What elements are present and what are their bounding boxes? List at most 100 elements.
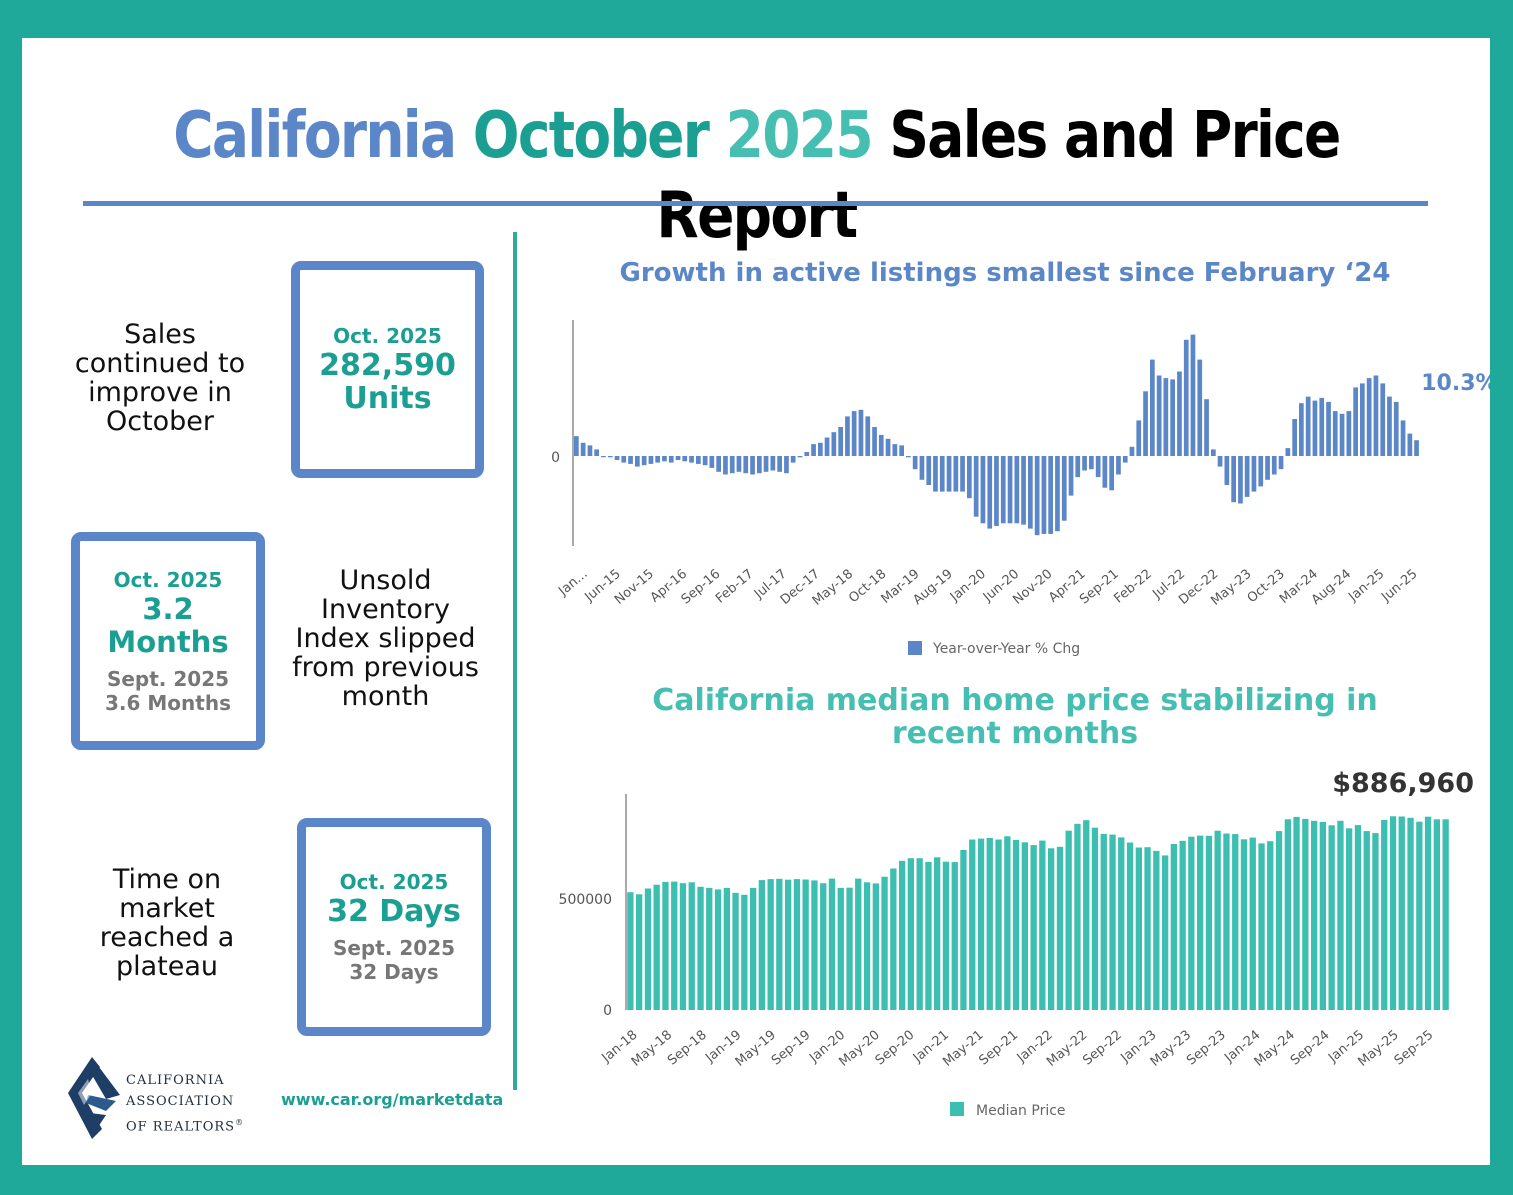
chart1-title: Growth in active listings smallest since…: [619, 258, 1391, 288]
chart1-bar: [1183, 339, 1189, 456]
chart1-bar: [858, 409, 864, 456]
chart2-bar: [890, 868, 897, 1010]
chart2-bar: [899, 860, 906, 1010]
chart1-bar: [655, 456, 660, 463]
chart1-bar: [912, 456, 918, 470]
chart2-bar: [1311, 820, 1318, 1010]
chart2-bar: [925, 861, 932, 1010]
chart2-bar: [1240, 839, 1248, 1010]
chart1-legend-label: Year-over-Year % Chg: [932, 641, 1080, 657]
chart1-bar: [811, 444, 816, 456]
sales-unit: Units: [343, 381, 432, 416]
chart1-bar: [885, 438, 891, 456]
time-on-market-date: Oct. 2025: [339, 870, 449, 894]
chart2-bar: [1407, 817, 1414, 1010]
chart1-bar: [1400, 420, 1406, 456]
car-logo-icon: [68, 1057, 120, 1139]
chart2-bar: [811, 880, 818, 1010]
chart1-bar: [1211, 449, 1216, 456]
chart1-bar: [1244, 456, 1250, 497]
chart2-bar: [1091, 827, 1099, 1010]
chart1-bar: [1305, 396, 1311, 456]
chart2-bar: [662, 881, 669, 1010]
chart2-bar: [907, 858, 914, 1010]
chart1-bar: [716, 456, 721, 472]
chart1-bar: [1075, 456, 1081, 478]
chart1-bar: [1387, 396, 1392, 456]
time-on-market-description: Time on market reached a plateau: [99, 864, 235, 982]
title-report: Sales and Price Report: [656, 99, 1341, 253]
chart2-bar: [1170, 844, 1177, 1010]
chart2-bar: [1197, 835, 1204, 1010]
chart1-bar: [1204, 399, 1209, 456]
chart1-bar: [587, 445, 593, 456]
chart2-xtick-label: Sep-18: [665, 1028, 710, 1069]
chart1-bar: [1258, 456, 1264, 487]
inventory-value: 3.2 Months: [107, 591, 229, 659]
market-data-link[interactable]: www.car.org/marketdata: [281, 1090, 504, 1109]
chart2-bar: [1109, 834, 1116, 1010]
chart2-bar: [1162, 855, 1169, 1010]
chart1-bar: [1129, 446, 1135, 456]
chart1-bar: [804, 452, 810, 456]
chart2-bar: [627, 892, 634, 1010]
inventory-prev-date: Sept. 2025: [106, 666, 230, 691]
chart1-bar: [824, 437, 830, 456]
chart1-bar: [899, 445, 904, 456]
inventory-box: Oct. 2025 3.2 Months Sept. 2025 3.6 Mont…: [71, 532, 265, 750]
chart1-bar: [1136, 420, 1142, 456]
inventory-date: Oct. 2025: [113, 567, 223, 592]
inventory-prev-value: 3.6 Months: [105, 690, 231, 715]
chart2-bar: [1004, 836, 1011, 1010]
chart1-bar: [960, 456, 965, 492]
chart2-bar: [1056, 846, 1064, 1010]
chart1-bar: [892, 444, 898, 456]
chart1-bar: [1299, 403, 1304, 456]
chart1-bar: [1190, 334, 1196, 456]
chart1-bar: [723, 456, 728, 475]
logo-line-1: CALIFORNIA: [126, 1073, 225, 1088]
title-month: October: [472, 99, 710, 173]
chart2-bar: [1012, 839, 1020, 1010]
chart1-bar: [1021, 456, 1026, 525]
chart2-bar: [644, 888, 652, 1010]
chart2-bar: [1433, 819, 1440, 1010]
chart1-bar: [1238, 456, 1243, 504]
chart2-xtick-label: Sep-22: [1080, 1028, 1125, 1069]
chart1-bar: [1197, 359, 1203, 456]
chart1-bar: [987, 456, 993, 529]
column-divider: [513, 232, 517, 1090]
chart1-bar: [1319, 397, 1325, 456]
chart2-bar: [846, 887, 853, 1010]
chart2-bar: [732, 892, 739, 1010]
logo-line-2: ASSOCIATION: [126, 1094, 235, 1109]
chart2-bar: [1021, 842, 1028, 1010]
chart1-bar: [1082, 456, 1087, 471]
chart1-bar: [580, 442, 586, 456]
chart1-bar: [878, 434, 884, 456]
chart1-bar: [757, 456, 762, 474]
chart1-bar: [777, 456, 782, 472]
chart1-bar: [865, 416, 871, 456]
chart1-bar: [1251, 456, 1257, 492]
chart2-bar: [1065, 830, 1072, 1010]
chart1-ytick-0: 0: [551, 450, 560, 466]
chart2-bar: [1074, 823, 1081, 1010]
chart2-bar: [1232, 834, 1239, 1010]
chart2-bar: [960, 850, 967, 1010]
chart1-bar: [662, 456, 667, 462]
chart1-bar: [702, 456, 708, 466]
inventory-description: Unsold Inventory Index slipped from prev…: [292, 565, 479, 712]
chart1-bar: [1285, 448, 1291, 456]
chart1-bar: [770, 456, 776, 471]
chart2-bar: [1144, 847, 1151, 1010]
chart1-xtick-label: Feb-22: [1111, 567, 1155, 607]
chart2-title-line2: recent months: [891, 716, 1139, 751]
title-california: California: [173, 99, 457, 173]
chart1-bar: [641, 456, 647, 466]
chart1-bar: [1061, 456, 1067, 521]
chart1-bar: [675, 456, 681, 460]
chart2-bar: [986, 838, 993, 1010]
chart2-xtick-label: Sep-24: [1288, 1028, 1333, 1069]
chart1-bar: [1271, 456, 1277, 475]
